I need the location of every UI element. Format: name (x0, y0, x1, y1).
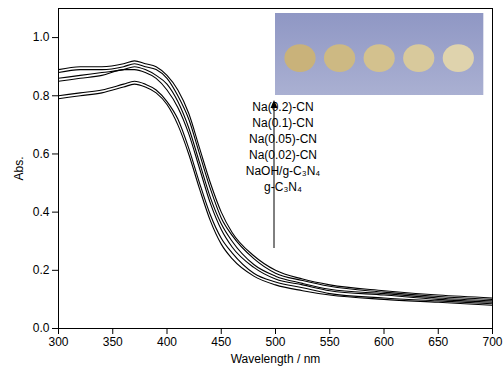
svg-text:400: 400 (157, 335, 177, 349)
svg-text:300: 300 (48, 335, 68, 349)
svg-text:Abs.: Abs. (12, 156, 26, 180)
svg-text:Na(0.1)-CN: Na(0.1)-CN (252, 116, 313, 130)
svg-text:NaOH/g-C₃N₄: NaOH/g-C₃N₄ (246, 164, 321, 178)
svg-text:0.6: 0.6 (33, 147, 50, 161)
svg-text:700: 700 (482, 335, 502, 349)
svg-text:Na(0.02)-CN: Na(0.02)-CN (249, 148, 317, 162)
svg-text:600: 600 (374, 335, 394, 349)
svg-text:0.0: 0.0 (33, 321, 50, 335)
svg-text:550: 550 (320, 335, 340, 349)
svg-text:Na(0.05)-CN: Na(0.05)-CN (249, 132, 317, 146)
svg-text:0.2: 0.2 (33, 263, 50, 277)
svg-text:g-C₃N₄: g-C₃N₄ (264, 180, 302, 194)
svg-text:650: 650 (428, 335, 448, 349)
svg-text:350: 350 (103, 335, 123, 349)
svg-text:450: 450 (211, 335, 231, 349)
svg-text:Wavelength / nm: Wavelength / nm (231, 352, 321, 366)
svg-text:0.8: 0.8 (33, 89, 50, 103)
svg-text:Na(0.2)-CN: Na(0.2)-CN (252, 100, 313, 114)
svg-text:1.0: 1.0 (33, 30, 50, 44)
svg-text:0.4: 0.4 (33, 205, 50, 219)
svg-text:500: 500 (265, 335, 285, 349)
